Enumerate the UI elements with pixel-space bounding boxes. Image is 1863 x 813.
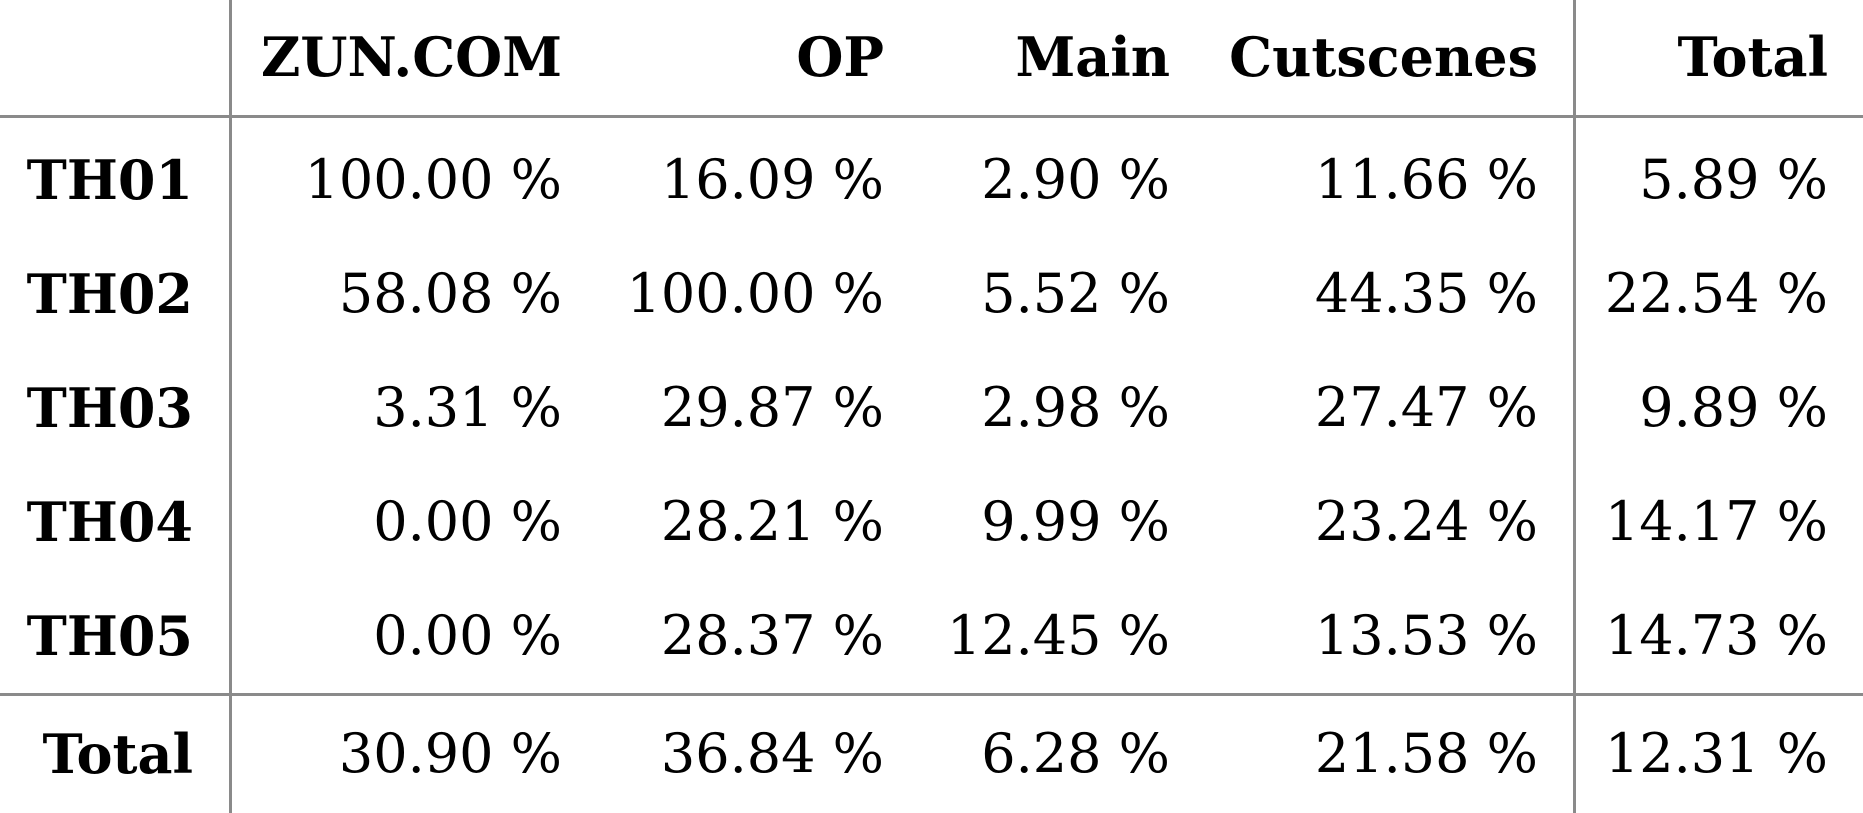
table-cell-cutscenes: 21.58 % [1314,722,1538,785]
table-cell-cutscenes: 44.35 % [1314,262,1538,325]
table-cell-op: 29.87 % [660,376,884,439]
column-header-main: Main [1015,25,1170,89]
table-cell-total: 5.89 % [1639,148,1828,211]
table-cell-zun-com: 100.00 % [304,148,562,211]
row-label: Total [42,722,193,786]
row-label: TH03 [26,376,193,440]
column-header-total: Total [1677,25,1828,89]
table-cell-main: 6.28 % [981,722,1170,785]
table-cell-total: 14.73 % [1604,604,1828,667]
table-cell-cutscenes: 23.24 % [1314,490,1538,553]
table-cell-main: 9.99 % [981,490,1170,553]
table-cell-op: 16.09 % [660,148,884,211]
row-label: TH05 [26,604,193,668]
table-cell-op: 36.84 % [660,722,884,785]
table-cell-main: 2.90 % [981,148,1170,211]
table-cell-zun-com: 0.00 % [373,604,562,667]
table-cell-zun-com: 30.90 % [338,722,562,785]
column-header-op: OP [796,25,884,89]
table-cell-main: 5.52 % [981,262,1170,325]
header-divider [0,115,1863,118]
table-cell-total: 14.17 % [1604,490,1828,553]
table-cell-zun-com: 0.00 % [373,490,562,553]
row-label: TH02 [26,262,193,326]
column-divider [229,0,232,813]
table-cell-op: 100.00 % [626,262,884,325]
table-cell-zun-com: 58.08 % [338,262,562,325]
table-cell-total: 12.31 % [1604,722,1828,785]
column-header-cutscenes: Cutscenes [1229,25,1538,89]
table-cell-cutscenes: 11.66 % [1314,148,1538,211]
row-label: TH01 [26,148,193,212]
column-header-zun-com: ZUN.COM [260,25,562,89]
table-cell-total: 9.89 % [1639,376,1828,439]
table-cell-cutscenes: 13.53 % [1314,604,1538,667]
total-divider [0,693,1863,696]
table-cell-cutscenes: 27.47 % [1314,376,1538,439]
table-cell-main: 2.98 % [981,376,1170,439]
table-cell-op: 28.37 % [660,604,884,667]
column-divider [1573,0,1576,813]
table-cell-zun-com: 3.31 % [373,376,562,439]
table-cell-main: 12.45 % [946,604,1170,667]
table-cell-total: 22.54 % [1604,262,1828,325]
table-cell-op: 28.21 % [660,490,884,553]
row-label: TH04 [26,490,193,554]
